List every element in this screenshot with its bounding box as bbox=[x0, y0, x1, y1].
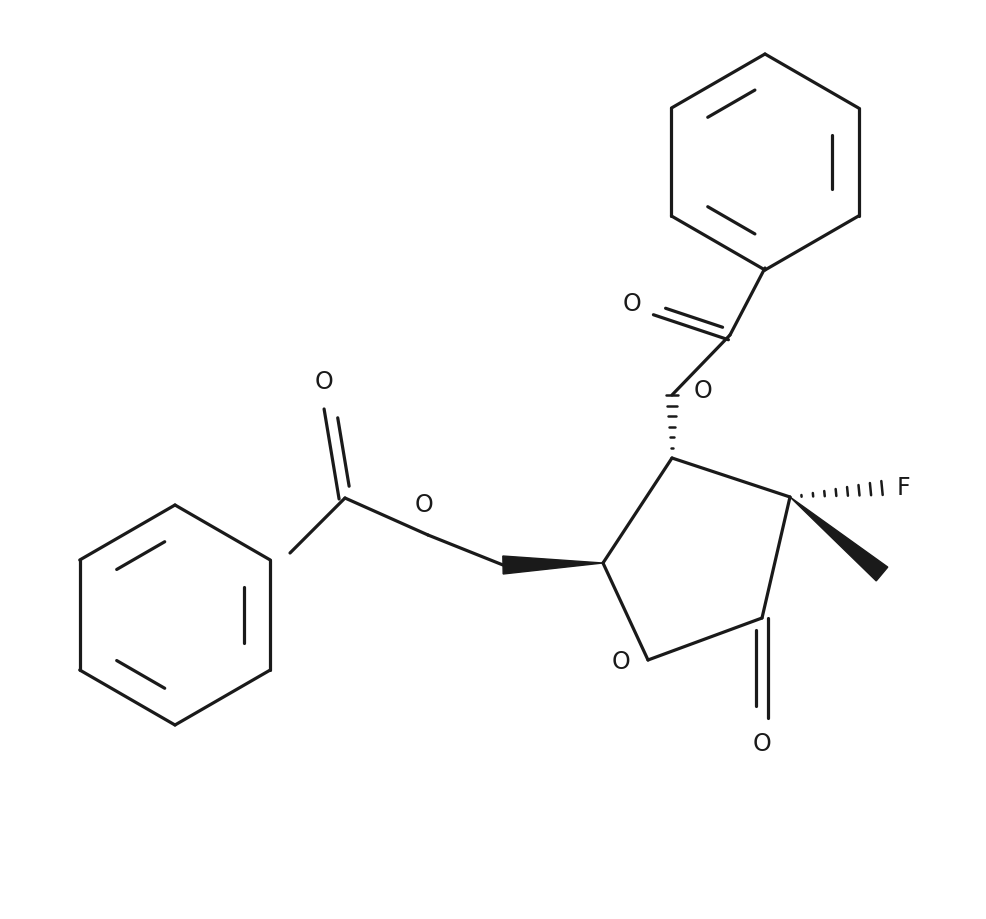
Text: O: O bbox=[622, 292, 641, 316]
Text: O: O bbox=[752, 732, 771, 756]
Polygon shape bbox=[503, 556, 603, 574]
Text: F: F bbox=[897, 476, 911, 500]
Text: O: O bbox=[415, 493, 434, 517]
Text: O: O bbox=[611, 650, 630, 674]
Polygon shape bbox=[790, 497, 887, 581]
Text: O: O bbox=[315, 370, 333, 394]
Text: O: O bbox=[694, 379, 713, 403]
